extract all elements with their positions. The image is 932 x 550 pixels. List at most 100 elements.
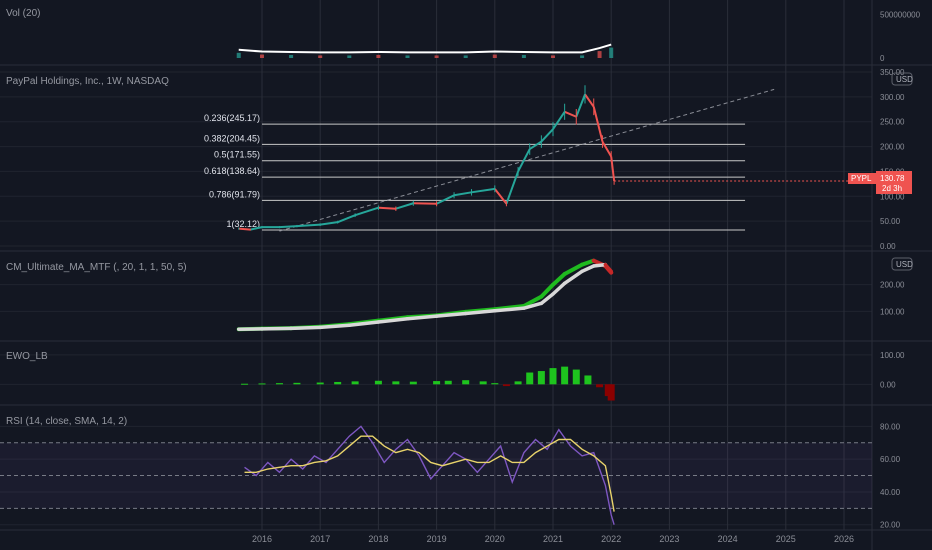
price-axis-label: 100.00 bbox=[880, 351, 905, 360]
time-axis-label: 2019 bbox=[427, 534, 447, 544]
price-axis-label: 50.00 bbox=[880, 217, 901, 226]
volume-bar bbox=[347, 55, 352, 58]
price-axis-label: 100.00 bbox=[880, 192, 905, 201]
ewo-bar bbox=[491, 383, 499, 385]
price-badge bbox=[876, 171, 912, 194]
price-axis-label: 0.00 bbox=[880, 380, 896, 389]
ma-fast-segment bbox=[539, 282, 555, 299]
price-axis[interactable]: 5000000000350.00300.00250.00200.00150.00… bbox=[880, 11, 921, 530]
bar-countdown: 2d 3h bbox=[882, 184, 902, 193]
price-segment bbox=[517, 148, 531, 172]
price-segment bbox=[354, 206, 379, 217]
ma-slow-segment bbox=[434, 311, 468, 318]
ma-slow-segment bbox=[603, 262, 613, 274]
ma-slow-segment bbox=[347, 320, 381, 327]
volume-bar bbox=[609, 47, 614, 58]
volume-bar bbox=[521, 54, 526, 58]
volume-bar bbox=[463, 55, 468, 58]
price-currency-badge[interactable]: USD bbox=[891, 72, 913, 86]
time-axis[interactable]: 2016 2017 2018 2019 2020 2021 2022 2023 2024 2025… bbox=[252, 534, 854, 544]
ma-slow-segment bbox=[539, 292, 555, 306]
ewo-bar bbox=[607, 384, 615, 401]
ewo-bar bbox=[334, 381, 342, 385]
price-segment bbox=[564, 110, 577, 118]
price-pane-title[interactable]: PayPal Holdings, Inc., 1W, NASDAQ bbox=[6, 76, 169, 87]
ewo-pane-title[interactable]: EWO_LB bbox=[6, 351, 48, 362]
vol-pane-title[interactable]: Vol (20) bbox=[6, 8, 40, 19]
volume-bar bbox=[580, 55, 585, 58]
volume-bar bbox=[289, 54, 294, 58]
price-segment bbox=[494, 188, 508, 205]
ma-slow-segment bbox=[562, 269, 584, 286]
ewo-bar bbox=[561, 366, 569, 385]
price-axis-label: 0 bbox=[880, 54, 885, 63]
price-segment bbox=[505, 171, 520, 205]
price-segment bbox=[471, 187, 495, 194]
fib-level-label: 0.5(171.55) bbox=[214, 150, 260, 160]
time-axis-label: 2021 bbox=[543, 534, 563, 544]
price-axis-label: 60.00 bbox=[880, 455, 901, 464]
ewo-bar bbox=[462, 380, 470, 385]
price-segment bbox=[279, 225, 297, 229]
volume-bar bbox=[405, 55, 410, 58]
rsi-sma-line bbox=[244, 435, 615, 512]
volume-ma-line bbox=[238, 43, 612, 54]
ma-slow-segment bbox=[260, 326, 293, 331]
ma-fast-segment bbox=[521, 294, 544, 308]
price-segment bbox=[250, 226, 263, 231]
price-segment bbox=[540, 128, 554, 143]
last-price-badge[interactable]: PYPL 130.78 2d 3h bbox=[848, 171, 912, 194]
ewo-bar bbox=[584, 375, 592, 385]
ewo-bar bbox=[479, 381, 487, 385]
price-segment bbox=[378, 206, 396, 210]
rsi-pane-title[interactable]: RSI (14, close, SMA, 14, 2) bbox=[6, 416, 127, 427]
symbol-label: PYPL bbox=[851, 174, 872, 183]
price-axis-label: 500000000 bbox=[880, 11, 921, 20]
price-axis-label: 80.00 bbox=[880, 422, 901, 431]
ewo-bar bbox=[572, 369, 580, 385]
price-segment bbox=[238, 227, 251, 231]
ewo-bar bbox=[596, 384, 604, 388]
price-segment bbox=[584, 93, 595, 108]
price-segment bbox=[552, 111, 566, 130]
volume-bar bbox=[376, 54, 381, 58]
price-axis-label: 300.00 bbox=[880, 93, 905, 102]
price-currency-frame bbox=[891, 72, 913, 86]
ma-slow-segment bbox=[318, 323, 352, 330]
fibonacci-retracement[interactable]: 0.236(245.17) 0.382(204.45) 0.5(171.55) 0.6… bbox=[204, 113, 746, 231]
price-segment bbox=[436, 194, 455, 205]
price-segment bbox=[601, 141, 613, 158]
volume-bar bbox=[551, 55, 555, 58]
price-segment bbox=[592, 106, 604, 142]
ma-slow-segment bbox=[591, 262, 608, 268]
fib-level-label: 0.786(91.79) bbox=[209, 189, 260, 199]
ma-fast-segment bbox=[562, 262, 585, 276]
ewo-bar bbox=[351, 381, 359, 385]
price-currency-label: USD bbox=[896, 75, 913, 84]
ewo-bar bbox=[514, 381, 522, 385]
ma-slow-segment bbox=[580, 264, 596, 274]
fib-level-label: 0.236(245.17) bbox=[204, 113, 260, 123]
time-axis-label: 2025 bbox=[776, 534, 796, 544]
ewo-bar bbox=[444, 380, 452, 385]
ewo-bar bbox=[502, 384, 510, 387]
last-price-value: 130.78 bbox=[880, 174, 905, 183]
volume-bar bbox=[260, 54, 264, 58]
time-axis-label: 2018 bbox=[368, 534, 388, 544]
time-axis-label: 2016 bbox=[252, 534, 272, 544]
ma-slow-segment bbox=[289, 325, 322, 331]
cm-currency-badge[interactable]: USD bbox=[891, 257, 913, 271]
cm-pane-title[interactable]: CM_Ultimate_MA_MTF (, 20, 1, 1, 50, 5) bbox=[6, 262, 187, 273]
time-axis-label: 2022 bbox=[601, 534, 621, 544]
price-axis-label: 40.00 bbox=[880, 488, 901, 497]
chart-marks bbox=[0, 43, 872, 525]
ewo-bar bbox=[275, 383, 283, 385]
ewo-bar bbox=[392, 381, 400, 385]
ewo-bar bbox=[409, 381, 417, 385]
ma-slow-segment bbox=[522, 301, 544, 310]
ewo-bar bbox=[433, 381, 441, 385]
volume-bar bbox=[434, 55, 439, 58]
price-segment bbox=[395, 202, 414, 210]
